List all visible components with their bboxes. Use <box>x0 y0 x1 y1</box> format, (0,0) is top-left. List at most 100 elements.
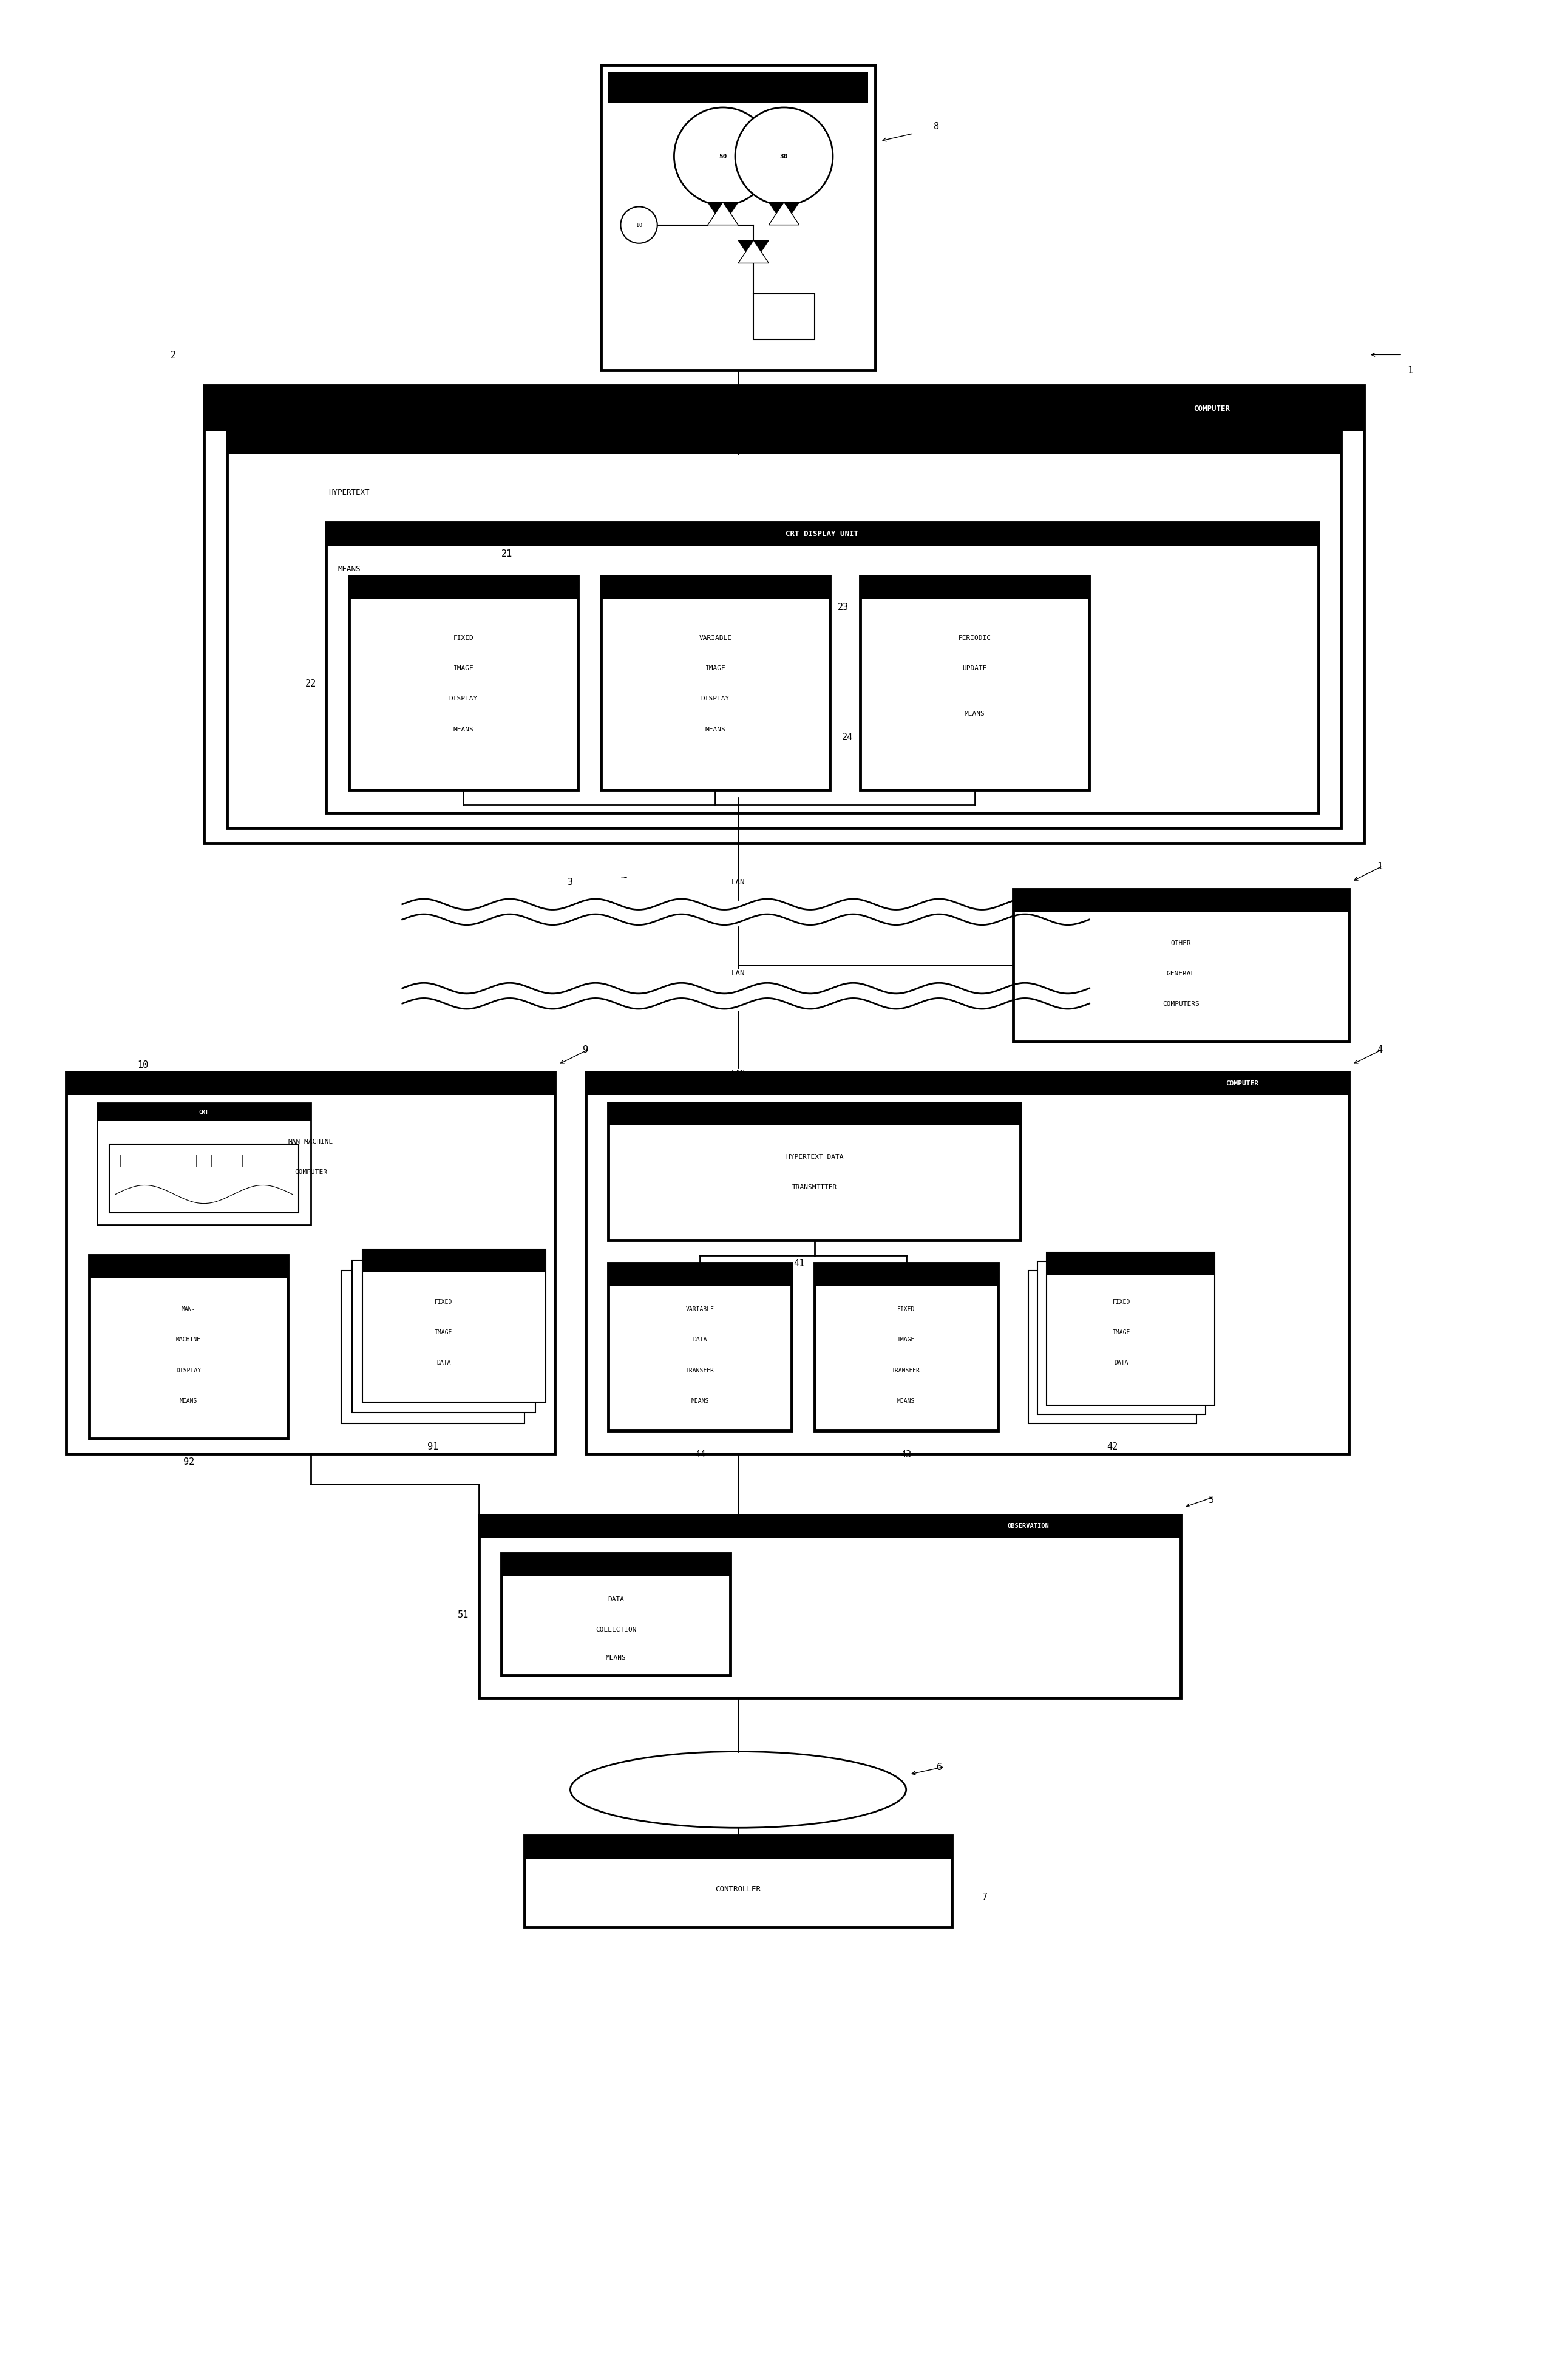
Text: 5: 5 <box>1209 1496 1214 1505</box>
Text: HYPERTEXT DATA: HYPERTEXT DATA <box>786 1154 844 1159</box>
Text: 4: 4 <box>1377 1045 1381 1054</box>
Bar <box>608 1104 1021 1125</box>
Bar <box>601 64 875 370</box>
Bar <box>502 1553 731 1576</box>
Text: FIXED: FIXED <box>453 634 474 641</box>
Text: 6: 6 <box>936 1762 942 1771</box>
Text: MEANS: MEANS <box>691 1398 709 1403</box>
Bar <box>362 1249 546 1272</box>
Text: CRT: CRT <box>199 1109 209 1116</box>
Text: DISPLAY: DISPLAY <box>701 696 729 703</box>
Bar <box>608 1263 792 1432</box>
Text: 9: 9 <box>583 1045 588 1054</box>
Text: 23: 23 <box>837 603 848 612</box>
Text: COMPUTER: COMPUTER <box>295 1168 328 1175</box>
Ellipse shape <box>571 1752 906 1828</box>
Text: 10: 10 <box>138 1061 149 1068</box>
Text: 24: 24 <box>842 731 853 741</box>
Text: COLLECTION: COLLECTION <box>596 1626 637 1633</box>
Text: VARIABLE: VARIABLE <box>685 1306 715 1313</box>
Text: MEANS: MEANS <box>337 565 361 572</box>
Bar <box>478 1515 1181 1697</box>
Bar <box>524 1835 952 1928</box>
Bar <box>362 1249 546 1403</box>
Text: TRANSFER: TRANSFER <box>892 1367 920 1372</box>
Bar <box>89 1256 289 1280</box>
Bar <box>814 1263 997 1432</box>
Bar <box>608 1104 1021 1242</box>
Bar <box>754 294 814 339</box>
Text: MEANS: MEANS <box>897 1398 916 1403</box>
Bar <box>1013 890 1348 912</box>
Text: IMAGE: IMAGE <box>706 665 726 672</box>
Text: COMPUTERS: COMPUTERS <box>1162 1002 1200 1007</box>
Text: HYPERTEXT: HYPERTEXT <box>328 489 370 496</box>
Bar <box>861 577 1090 791</box>
Bar <box>66 1073 555 1455</box>
Bar <box>478 1515 1181 1538</box>
Text: IMAGE: IMAGE <box>434 1329 453 1334</box>
Text: VARIABLE: VARIABLE <box>699 634 732 641</box>
Text: MAN-MACHINE: MAN-MACHINE <box>289 1137 334 1144</box>
Bar <box>814 1263 997 1287</box>
Bar <box>342 1270 524 1424</box>
Text: MEANS: MEANS <box>453 726 474 731</box>
Text: 41: 41 <box>793 1258 804 1268</box>
Text: FIXED: FIXED <box>434 1299 453 1303</box>
Text: 44: 44 <box>695 1451 706 1458</box>
Bar <box>502 1553 731 1676</box>
Circle shape <box>621 207 657 245</box>
Bar <box>1029 1270 1196 1424</box>
Text: CRT DISPLAY UNIT: CRT DISPLAY UNIT <box>786 529 859 539</box>
Text: MACHINE: MACHINE <box>176 1337 201 1344</box>
Text: IMAGE: IMAGE <box>897 1337 916 1344</box>
Polygon shape <box>739 240 768 264</box>
Text: 42: 42 <box>1107 1441 1118 1451</box>
Text: COMPUTER: COMPUTER <box>1013 1586 1043 1591</box>
Text: LAN: LAN <box>731 969 745 978</box>
Text: CONTROLLER: CONTROLLER <box>715 1885 760 1892</box>
Bar <box>350 577 579 791</box>
Text: 10: 10 <box>637 223 641 228</box>
Bar <box>212 1154 241 1168</box>
Text: COMPUTER: COMPUTER <box>1193 404 1229 413</box>
Bar <box>166 1154 196 1168</box>
Text: FIXED: FIXED <box>897 1306 916 1313</box>
Text: 92: 92 <box>183 1458 194 1467</box>
Text: 30: 30 <box>779 154 789 159</box>
Text: DISPLAY: DISPLAY <box>448 696 478 703</box>
Text: 2: 2 <box>171 351 176 361</box>
Text: 50: 50 <box>718 154 728 159</box>
Circle shape <box>674 107 771 207</box>
Bar <box>861 577 1090 598</box>
Text: 51: 51 <box>458 1610 469 1619</box>
Text: MAN-: MAN- <box>182 1306 196 1313</box>
Bar <box>585 1073 1348 1094</box>
Text: COMPUTER: COMPUTER <box>1226 1080 1259 1087</box>
Text: 21: 21 <box>502 548 513 558</box>
Bar <box>350 577 579 598</box>
Bar <box>97 1104 310 1121</box>
Bar <box>351 1261 535 1413</box>
Text: MEANS: MEANS <box>706 726 726 731</box>
Bar <box>601 577 829 598</box>
Bar <box>119 1154 151 1168</box>
Text: 1: 1 <box>1406 366 1413 375</box>
Text: 91: 91 <box>428 1441 439 1451</box>
Bar <box>608 74 869 104</box>
Text: LAN: LAN <box>731 878 745 886</box>
Text: LAN: LAN <box>731 1068 745 1075</box>
Text: ~: ~ <box>621 871 627 883</box>
Bar <box>585 1073 1348 1455</box>
Text: 8: 8 <box>935 121 939 131</box>
Bar <box>97 1104 310 1225</box>
Text: DATA: DATA <box>608 1595 624 1602</box>
Bar <box>608 1263 792 1287</box>
Polygon shape <box>768 202 800 226</box>
Bar <box>204 385 1364 432</box>
Text: MEANS: MEANS <box>180 1398 198 1403</box>
Text: DISPLAY: DISPLAY <box>176 1367 201 1372</box>
Text: IMAGE: IMAGE <box>1112 1329 1131 1334</box>
Circle shape <box>735 107 833 207</box>
Text: IMAGE: IMAGE <box>453 665 474 672</box>
